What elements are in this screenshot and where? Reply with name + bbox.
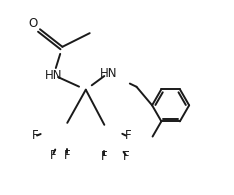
Text: HN: HN <box>99 67 117 80</box>
Text: F: F <box>101 151 108 163</box>
Text: F: F <box>124 129 131 142</box>
Text: O: O <box>29 17 38 30</box>
Text: F: F <box>122 151 129 163</box>
Text: F: F <box>50 149 57 161</box>
Text: F: F <box>32 129 38 142</box>
Text: HN: HN <box>45 69 62 82</box>
Text: F: F <box>64 149 71 161</box>
